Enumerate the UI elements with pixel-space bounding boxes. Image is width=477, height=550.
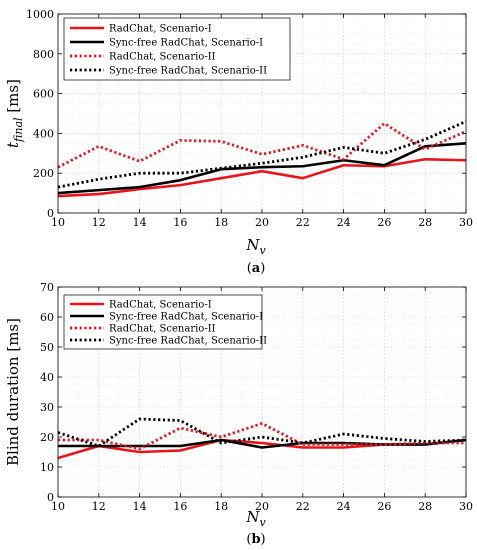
y-tick-label: 10	[40, 461, 54, 474]
x-tick-label: 16	[173, 500, 187, 513]
chart-1: 10 12 14 16 18 20 22 24 26 28 30 0 200 400 600 800 1000 N…	[4, 8, 473, 276]
legend-label-4: Sync-free RadChat, Scenario-II	[109, 336, 267, 347]
x-tick-label: 28	[418, 216, 432, 229]
x-tick-label: 14	[133, 500, 147, 513]
x-axis-label: Nv	[245, 508, 266, 529]
x-tick-label: 12	[92, 216, 106, 229]
y-tick-label: 50	[40, 341, 54, 354]
y-tick-label: 60	[40, 311, 54, 324]
legend-label-2: Sync-free RadChat, Scenario-I	[109, 38, 263, 49]
y-tick-label: 600	[33, 88, 54, 101]
y-tick-label: 30	[40, 401, 54, 414]
x-tick-label: 14	[133, 216, 147, 229]
y-tick-label: 40	[40, 371, 54, 384]
y-tick-label: 200	[33, 167, 54, 180]
legend-label-1: RadChat, Scenario-I	[109, 24, 212, 35]
figure-caption: (a)	[247, 261, 266, 276]
x-tick-label: 10	[51, 216, 65, 229]
x-tick-label: 24	[337, 500, 351, 513]
x-tick-label: 22	[296, 216, 310, 229]
x-tick-label: 18	[214, 500, 228, 513]
x-tick-label: 26	[377, 500, 391, 513]
figure-caption: (b)	[246, 532, 265, 547]
y-axis-label: tfinal [ms]	[4, 79, 25, 148]
x-tick-label: 30	[459, 216, 473, 229]
x-tick-label: 26	[377, 216, 391, 229]
x-axis-label: Nv	[245, 236, 266, 257]
legend-label-3: RadChat, Scenario-II	[109, 52, 216, 63]
y-tick-label: 1000	[26, 8, 54, 21]
legend-label-1: RadChat, Scenario-I	[109, 300, 212, 311]
legend-label-4: Sync-free RadChat, Scenario-II	[109, 66, 267, 77]
x-tick-label: 10	[51, 500, 65, 513]
chart-2: 10 12 14 16 18 20 22 24 26 28 30010203040506070NvB…	[4, 281, 473, 547]
y-tick-label: 70	[40, 281, 54, 294]
series-line-2	[57, 142, 467, 195]
x-tick-label: 16	[173, 216, 187, 229]
x-tick-label: 20	[255, 216, 269, 229]
y-tick-label: 800	[33, 48, 54, 61]
series-line-3	[58, 422, 466, 451]
y-axis-label: Blind duration [ms]	[4, 318, 22, 466]
x-tick-label: 18	[214, 216, 228, 229]
y-tick-label: 400	[33, 127, 54, 140]
y-tick-label: 0	[47, 207, 54, 220]
series-line-4	[57, 120, 467, 189]
y-tick-label: 20	[40, 431, 54, 444]
x-tick-label: 20	[255, 500, 269, 513]
x-tick-label: 24	[337, 216, 351, 229]
x-tick-label: 12	[92, 500, 106, 513]
legend-label-2: Sync-free RadChat, Scenario-I	[109, 312, 263, 323]
legend-label-3: RadChat, Scenario-II	[109, 324, 216, 335]
x-tick-label: 28	[418, 500, 432, 513]
x-tick-label: 22	[296, 500, 310, 513]
y-tick-label: 0	[47, 491, 54, 504]
x-tick-label: 30	[459, 500, 473, 513]
legend: RadChat, Scenario-I Sync-free RadChat, Sc…	[63, 17, 291, 81]
series-line-1	[57, 157, 467, 198]
